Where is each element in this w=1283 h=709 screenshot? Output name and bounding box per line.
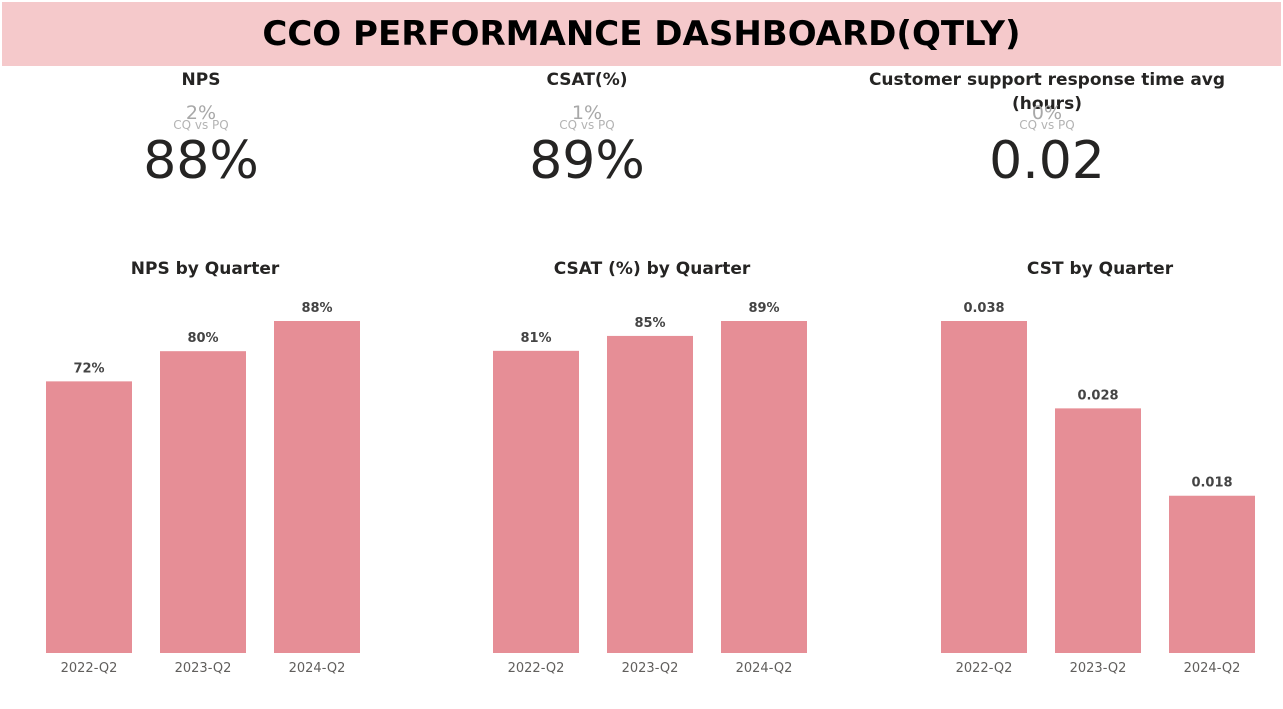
kpi-card-csat[interactable]: CSAT(%) 1% CQ vs PQ 89% xyxy=(377,68,797,187)
data-label: 0.028 xyxy=(1077,388,1118,403)
kpi-card-nps[interactable]: NPS 2% CQ vs PQ 88% xyxy=(0,68,411,187)
bar-2022-Q2[interactable] xyxy=(941,321,1027,653)
x-tick-label: 2022-Q2 xyxy=(956,661,1013,676)
kpi-delta-label: CQ vs PQ xyxy=(1019,118,1075,132)
data-label: 89% xyxy=(748,301,779,316)
chart-title: NPS by Quarter xyxy=(130,259,280,279)
x-tick-label: 2022-Q2 xyxy=(61,661,118,676)
kpi-delta: 1% xyxy=(571,102,603,124)
data-label: 80% xyxy=(187,331,218,346)
chart-title: CSAT (%) by Quarter xyxy=(553,259,751,279)
kpi-card-response-time[interactable]: Customer support response time avg (hour… xyxy=(837,68,1257,187)
bar-2023-Q2[interactable] xyxy=(1055,408,1141,653)
kpi-delta-label: CQ vs PQ xyxy=(559,118,615,132)
kpi-value: 88% xyxy=(143,131,259,191)
kpi-delta: 0% xyxy=(1031,102,1063,124)
kpi-value: 0.02 xyxy=(989,131,1105,191)
bar-chart-svg: 0.038 2022-Q2 0.028 2023-Q2 0.018 2024-Q2 xyxy=(941,301,1255,676)
chart-title: CST by Quarter xyxy=(1026,259,1174,279)
x-tick-label: 2022-Q2 xyxy=(508,661,565,676)
data-label: 85% xyxy=(634,316,665,331)
x-tick-label: 2023-Q2 xyxy=(1070,661,1127,676)
x-tick-label: 2024-Q2 xyxy=(289,661,346,676)
bar-2022-Q2[interactable] xyxy=(493,350,579,653)
chart-nps-by-quarter[interactable]: NPS by Quarter 72% 2022-Q2 80% 2023-Q2 88% 20… xyxy=(0,255,420,695)
dashboard-header: CCO PERFORMANCE DASHBOARD(QTLY) xyxy=(2,2,1281,66)
bar-2024-Q2[interactable] xyxy=(1169,495,1255,653)
bar-2024-Q2[interactable] xyxy=(274,321,360,653)
bar-2022-Q2[interactable] xyxy=(46,381,132,653)
data-label: 81% xyxy=(520,331,551,346)
bar-2023-Q2[interactable] xyxy=(160,351,246,653)
x-tick-label: 2024-Q2 xyxy=(1184,661,1241,676)
x-tick-label: 2023-Q2 xyxy=(175,661,232,676)
data-label: 0.038 xyxy=(963,301,1004,316)
bar-2024-Q2[interactable] xyxy=(721,321,807,653)
kpi-delta-label: CQ vs PQ xyxy=(173,118,229,132)
kpi-value: 89% xyxy=(529,131,645,191)
dashboard-title: CCO PERFORMANCE DASHBOARD(QTLY) xyxy=(262,14,1021,54)
chart-cst-by-quarter[interactable]: CST by Quarter 0.038 2022-Q2 0.028 2023-Q2 0… xyxy=(895,255,1283,695)
data-label: 88% xyxy=(301,301,332,316)
kpi-title: NPS xyxy=(181,70,221,90)
x-tick-label: 2024-Q2 xyxy=(736,661,793,676)
bar-chart-svg: 72% 2022-Q2 80% 2023-Q2 88% 2024-Q2 xyxy=(46,301,360,676)
bar-chart-svg: 81% 2022-Q2 85% 2023-Q2 89% 2024-Q2 xyxy=(493,301,807,676)
x-tick-label: 2023-Q2 xyxy=(622,661,679,676)
data-label: 72% xyxy=(73,361,104,376)
kpi-delta: 2% xyxy=(185,102,217,124)
bar-2023-Q2[interactable] xyxy=(607,335,693,653)
data-label: 0.018 xyxy=(1191,476,1232,491)
kpi-title: Customer support response time avg (hour… xyxy=(868,70,1226,114)
kpi-title: CSAT(%) xyxy=(546,70,628,90)
chart-csat-by-quarter[interactable]: CSAT (%) by Quarter 81% 2022-Q2 85% 2023-Q2… xyxy=(447,255,867,695)
